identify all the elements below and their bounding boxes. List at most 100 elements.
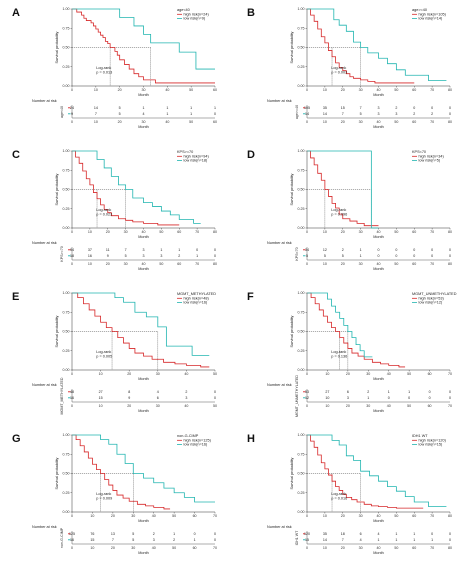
- x-tick-label: 60: [213, 88, 217, 92]
- x-tick-label: 10: [94, 88, 98, 92]
- risk-x-tick-label: 60: [193, 546, 197, 550]
- y-tick-label: 0.75: [63, 452, 70, 456]
- y-axis-title: Survival probability: [55, 457, 59, 489]
- risk-count: 1: [431, 538, 433, 542]
- risk-count: 7: [342, 112, 344, 116]
- risk-count: 18: [70, 254, 74, 258]
- y-tick-label: 0.75: [298, 26, 305, 30]
- km-svg: B0.000.250.500.751.000 10 20 30 40 50 60 70 80Mo…: [247, 7, 452, 129]
- risk-count: 5: [132, 538, 134, 542]
- risk-count: 0: [431, 106, 433, 110]
- km-panel-c: C 0.00 0.25 0.50 0.75 1.00 0 10 20 30 40 50 60 70 80 Mo…: [10, 146, 232, 286]
- risk-count: 6: [157, 396, 159, 400]
- risk-x-tick-label: 60: [177, 262, 181, 266]
- x-tick-label: 60: [177, 230, 181, 234]
- risk-count: 5: [306, 254, 308, 258]
- x-tick-label: 60: [412, 88, 416, 92]
- risk-x-tick-label: 30: [359, 120, 363, 124]
- legend-entry: low risk(n=16): [184, 443, 208, 447]
- risk-count: 0: [196, 248, 198, 252]
- risk-count: 35: [323, 106, 327, 110]
- risk-x-tick-label: 80: [448, 546, 452, 550]
- y-tick-label: 0.00: [63, 368, 70, 372]
- x-axis-title: Month: [138, 235, 149, 239]
- risk-count: 0: [214, 532, 216, 536]
- risk-count: 3: [185, 396, 187, 400]
- risk-count: 1: [166, 112, 168, 116]
- risk-x-tick-label: 10: [88, 262, 92, 266]
- km-panel-f: F 0.00 0.25 0.50 0.75 1.00 0 10 20 30 40 50 60 70 Mont…: [245, 288, 467, 428]
- risk-x-tick-label: 50: [159, 262, 163, 266]
- y-tick-label: 0.00: [63, 510, 70, 514]
- x-tick-label: 60: [412, 514, 416, 518]
- risk-x-tick-label: 50: [394, 120, 398, 124]
- risk-table-title: Number at risk: [32, 525, 57, 529]
- risk-table-title: Number at risk: [267, 525, 292, 529]
- x-tick-label: 20: [346, 372, 350, 376]
- risk-count: 8: [128, 390, 130, 394]
- x-tick-label: 0: [306, 88, 308, 92]
- x-axis-title: Month: [138, 93, 149, 97]
- risk-count: 1: [395, 532, 397, 536]
- risk-count: 120: [304, 532, 310, 536]
- risk-count: 0: [214, 112, 216, 116]
- risk-x-axis-title: Month: [138, 551, 149, 555]
- risk-count: 0: [449, 106, 451, 110]
- risk-x-tick-label: 50: [172, 546, 176, 550]
- x-axis-title: Month: [373, 377, 384, 381]
- x-tick-label: 10: [90, 514, 94, 518]
- risk-x-tick-label: 20: [341, 262, 345, 266]
- y-tick-label: 1.00: [63, 433, 70, 437]
- risk-group-label: KPS<70: [295, 247, 299, 260]
- panel-letter: G: [12, 433, 21, 445]
- risk-x-tick-label: 50: [407, 404, 411, 408]
- y-tick-label: 0.25: [298, 65, 305, 69]
- risk-x-tick-label: 50: [394, 546, 398, 550]
- risk-count: 9: [71, 112, 73, 116]
- y-axis-title: Survival probability: [55, 173, 59, 205]
- risk-x-tick-label: 30: [366, 404, 370, 408]
- risk-x-tick-label: 70: [448, 404, 452, 408]
- panel-letter: C: [12, 149, 20, 161]
- km-curve-low-risk: [307, 8, 447, 82]
- risk-count: 0: [214, 538, 216, 542]
- risk-count: 0: [395, 254, 397, 258]
- legend-title: MGMT_METHYLATED: [177, 292, 216, 296]
- risk-count: 0: [388, 396, 390, 400]
- risk-x-tick-label: 60: [213, 120, 217, 124]
- x-tick-label: 10: [88, 230, 92, 234]
- p-value: p = 0.009: [96, 497, 112, 501]
- legend-entry: low risk(n=15): [419, 443, 443, 447]
- y-tick-label: 0.75: [298, 452, 305, 456]
- risk-count: 0: [214, 254, 216, 258]
- risk-count: 15: [305, 538, 309, 542]
- risk-table-title: Number at risk: [267, 383, 292, 387]
- risk-count: 9: [128, 396, 130, 400]
- risk-x-tick-label: 30: [156, 404, 160, 408]
- risk-x-tick-label: 0: [71, 120, 73, 124]
- risk-count: 15: [341, 106, 345, 110]
- km-panel-a: A 0.00 0.25 0.50 0.75 1.00 0 10 20 30 40 50 60 Month S…: [10, 4, 232, 144]
- risk-count: 16: [88, 254, 92, 258]
- risk-x-tick-label: 0: [306, 120, 308, 124]
- y-tick-label: 1.00: [63, 7, 70, 11]
- panel-letter: E: [12, 291, 19, 303]
- risk-group-label: IDH1 WT: [295, 530, 299, 546]
- risk-x-tick-label: 10: [99, 404, 103, 408]
- x-tick-label: 50: [159, 230, 163, 234]
- risk-count: 0: [449, 254, 451, 258]
- risk-x-tick-label: 80: [448, 120, 452, 124]
- risk-count: 2: [173, 538, 175, 542]
- risk-count: 0: [413, 248, 415, 252]
- y-tick-label: 0.50: [298, 188, 305, 192]
- risk-x-tick-label: 20: [111, 546, 115, 550]
- risk-x-axis-title: Month: [373, 409, 384, 413]
- risk-x-tick-label: 20: [346, 404, 350, 408]
- risk-count: 1: [190, 106, 192, 110]
- risk-count: 34: [305, 248, 309, 252]
- x-tick-label: 30: [124, 230, 128, 234]
- legend-title: age>=40: [412, 8, 427, 12]
- x-tick-label: 70: [213, 514, 217, 518]
- risk-count: 0: [431, 248, 433, 252]
- y-tick-label: 0.50: [298, 472, 305, 476]
